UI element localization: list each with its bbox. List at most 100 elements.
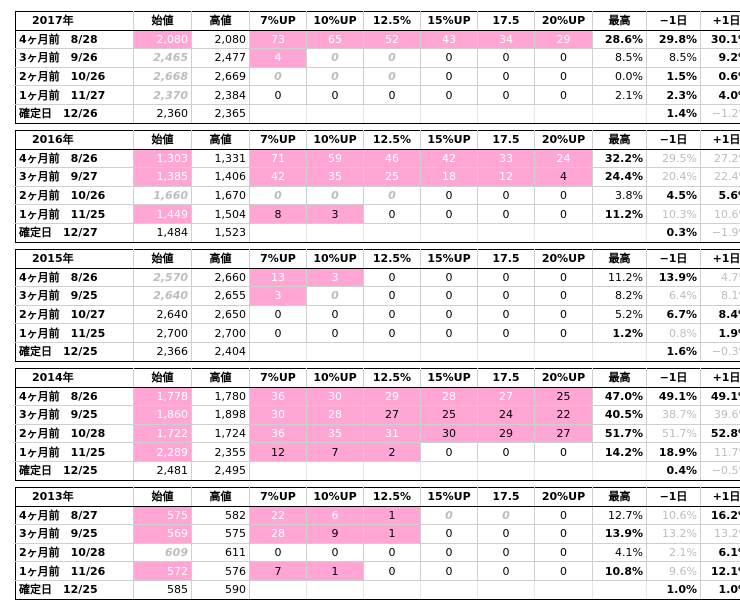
up-count: 27	[535, 424, 593, 443]
up-count: 0	[478, 506, 535, 525]
empty-cell	[593, 223, 647, 242]
up-count: 0	[307, 305, 364, 324]
high-price: 2,495	[192, 461, 250, 480]
max-percent: 12.7%	[593, 506, 647, 525]
high-price: 2,355	[192, 443, 250, 462]
up-count: 33	[478, 149, 535, 168]
up-count: 0	[535, 506, 593, 525]
high-price: 590	[192, 580, 250, 599]
up-count: 3	[307, 205, 364, 224]
open-price: 609	[134, 543, 192, 562]
year-label: 2013年	[16, 488, 134, 507]
column-header: 17.5	[478, 131, 535, 150]
year-label: 2014年	[16, 369, 134, 388]
up-count: 28	[421, 387, 478, 406]
open-price: 2,360	[134, 104, 192, 123]
column-header: 高値	[192, 369, 250, 388]
empty-cell	[364, 580, 421, 599]
column-header: 17.5	[478, 12, 535, 31]
plus-one-day: 11.7%	[701, 443, 740, 462]
empty-cell	[535, 461, 593, 480]
plus-one-day: −1.9%	[701, 223, 740, 242]
up-count: 27	[478, 387, 535, 406]
confirm-label: 確定日 12/27	[16, 223, 134, 242]
year-label: 2015年	[16, 250, 134, 269]
empty-cell	[478, 461, 535, 480]
high-price: 2,477	[192, 49, 250, 68]
up-count: 0	[364, 67, 421, 86]
high-price: 582	[192, 506, 250, 525]
plus-one-day: 5.6%	[701, 186, 740, 205]
empty-cell	[250, 461, 307, 480]
up-count: 4	[250, 49, 307, 68]
empty-cell	[421, 223, 478, 242]
up-count: 36	[250, 387, 307, 406]
up-count: 0	[535, 49, 593, 68]
open-price: 1,484	[134, 223, 192, 242]
empty-cell	[478, 342, 535, 361]
minus-one-day: 4.5%	[647, 186, 701, 205]
up-count: 28	[250, 525, 307, 544]
column-header: 最高	[593, 12, 647, 31]
column-header: 15%UP	[421, 488, 478, 507]
row-label: 4ヶ月前 8/26	[16, 268, 134, 287]
up-count: 28	[307, 406, 364, 425]
column-header: 7%UP	[250, 369, 307, 388]
up-count: 0	[364, 324, 421, 343]
up-count: 0	[421, 443, 478, 462]
column-header: 20%UP	[535, 131, 593, 150]
plus-one-day: 12.1%	[701, 562, 740, 581]
up-count: 0	[421, 543, 478, 562]
column-header: 20%UP	[535, 369, 593, 388]
up-count: 0	[421, 268, 478, 287]
empty-cell	[535, 104, 593, 123]
year-label: 2017年	[16, 12, 134, 31]
up-count: 29	[535, 30, 593, 49]
row-label: 4ヶ月前 8/26	[16, 149, 134, 168]
plus-one-day: 8.1%	[701, 287, 740, 306]
open-price: 575	[134, 506, 192, 525]
column-header: 15%UP	[421, 131, 478, 150]
up-count: 0	[307, 287, 364, 306]
column-header: 15%UP	[421, 369, 478, 388]
plus-one-day: 6.1%	[701, 543, 740, 562]
open-price: 1,722	[134, 424, 192, 443]
column-header: +1日	[701, 12, 740, 31]
max-percent: 4.1%	[593, 543, 647, 562]
max-percent: 2.1%	[593, 86, 647, 105]
plus-one-day: 4.7%	[701, 268, 740, 287]
empty-cell	[593, 580, 647, 599]
up-count: 42	[421, 149, 478, 168]
open-price: 1,660	[134, 186, 192, 205]
column-header: 10%UP	[307, 488, 364, 507]
high-price: 2,655	[192, 287, 250, 306]
high-price: 1,331	[192, 149, 250, 168]
up-count: 0	[307, 543, 364, 562]
empty-cell	[250, 104, 307, 123]
plus-one-day: −0.3%	[701, 342, 740, 361]
up-count: 0	[364, 268, 421, 287]
minus-one-day: 10.3%	[647, 205, 701, 224]
open-price: 572	[134, 562, 192, 581]
minus-one-day: 10.6%	[647, 506, 701, 525]
empty-cell	[421, 104, 478, 123]
up-count: 2	[364, 443, 421, 462]
up-count: 0	[364, 49, 421, 68]
empty-cell	[364, 104, 421, 123]
column-header: 12.5%	[364, 12, 421, 31]
up-count: 52	[364, 30, 421, 49]
column-header: 7%UP	[250, 12, 307, 31]
empty-cell	[478, 580, 535, 599]
column-header: +1日	[701, 131, 740, 150]
open-price: 2,640	[134, 305, 192, 324]
high-price: 2,080	[192, 30, 250, 49]
